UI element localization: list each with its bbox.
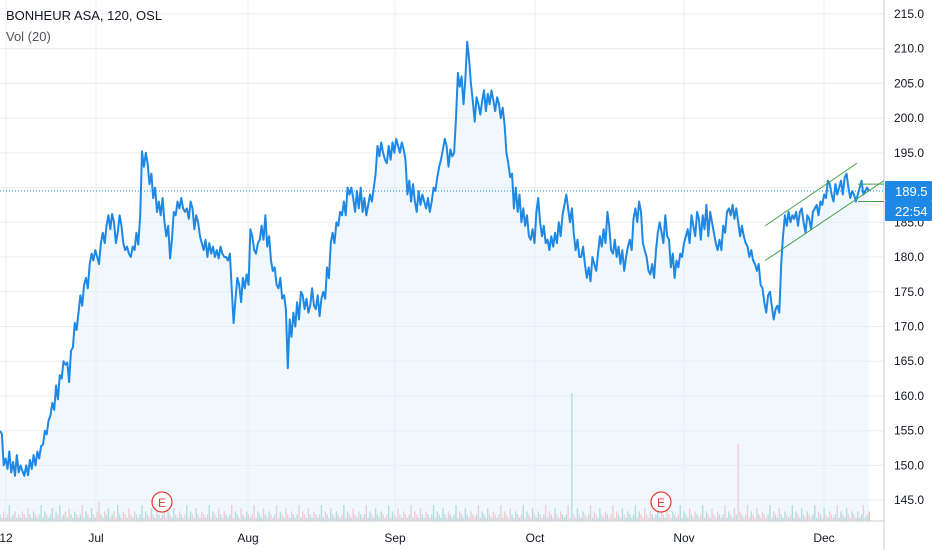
y-tick-label: 210.0 <box>894 42 924 56</box>
y-tick-label: 145.0 <box>894 493 924 507</box>
x-tick-label: 12 <box>0 531 13 545</box>
y-tick-label: 160.0 <box>894 389 924 403</box>
price-line <box>0 40 870 477</box>
y-tick-label: 155.0 <box>894 424 924 438</box>
y-tick-label: 150.0 <box>894 458 924 472</box>
y-tick-label: 175.0 <box>894 285 924 299</box>
x-tick-label: Dec <box>813 531 834 545</box>
x-tick-label: Oct <box>526 531 545 545</box>
y-tick-label: 200.0 <box>894 111 924 125</box>
x-tick-label: Jul <box>88 531 103 545</box>
earnings-marker-label: E <box>657 496 665 510</box>
channel-upper-line <box>765 162 858 227</box>
y-tick-label: 180.0 <box>894 250 924 264</box>
legend-volume-indicator[interactable]: Vol (20) <box>6 29 51 44</box>
x-tick-label: Aug <box>237 531 258 545</box>
earnings-marker-label: E <box>158 496 166 510</box>
y-tick-label: 215.0 <box>894 7 924 21</box>
last-price-tag-text: 189.5 <box>895 184 928 199</box>
channel-lower-line <box>765 180 885 261</box>
last-price-tag <box>885 181 932 202</box>
y-tick-label: 165.0 <box>894 354 924 368</box>
earnings-marker <box>650 491 672 513</box>
countdown-tag-text: 22:54 <box>895 204 928 219</box>
price-area-fill <box>0 41 869 521</box>
y-tick-label: 170.0 <box>894 319 924 333</box>
countdown-tag <box>885 201 932 222</box>
earnings-marker <box>151 491 173 513</box>
x-tick-label: Nov <box>673 531 694 545</box>
y-tick-label: 205.0 <box>894 76 924 90</box>
y-tick-label: 195.0 <box>894 146 924 160</box>
x-tick-label: Sep <box>384 531 406 545</box>
legend-title[interactable]: BONHEUR ASA, 120, OSL <box>6 8 163 23</box>
